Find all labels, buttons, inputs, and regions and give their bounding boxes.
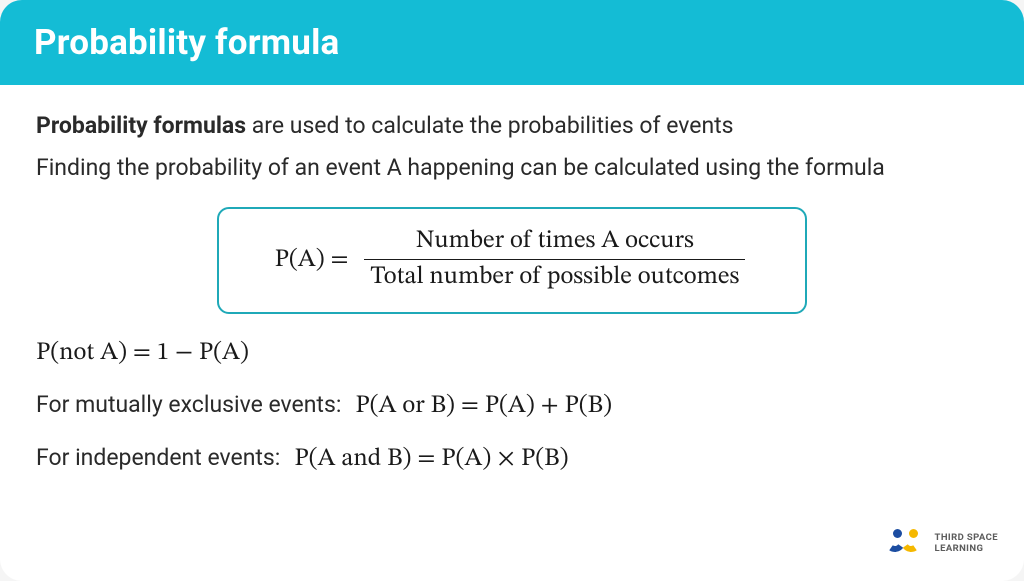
brand-line-2: LEARNING — [935, 544, 998, 555]
independent-label: For independent events: — [36, 441, 280, 475]
mutually-exclusive-label: For mutually exclusive events: — [36, 388, 341, 422]
intro-paragraph-1: Probability formulas are used to calcula… — [36, 109, 988, 143]
formula-lhs: P(A) = — [275, 247, 349, 272]
card-content: Probability formulas are used to calcula… — [0, 85, 1024, 497]
intro-paragraph-2: Finding the probability of an event A ha… — [36, 151, 988, 185]
intro-rest: are used to calculate the probabilities … — [246, 112, 734, 139]
brand-logo: THIRD SPACE LEARNING — [887, 529, 998, 559]
complement-formula: P(not A) = 1 − P(A) — [36, 334, 249, 371]
formula-denominator: Total number of possible outcomes — [364, 259, 745, 292]
intro-bold: Probability formulas — [36, 112, 246, 139]
independent-formula: P(A and B) = P(A) × P(B) — [294, 440, 568, 477]
brand-logo-text: THIRD SPACE LEARNING — [935, 533, 998, 555]
mutually-exclusive-row: For mutually exclusive events: P(A or B)… — [36, 387, 988, 424]
main-formula: P(A) = Number of times A occurs Total nu… — [275, 227, 750, 292]
formula-fraction: Number of times A occurs Total number of… — [364, 227, 745, 292]
card-title: Probability formula — [34, 22, 990, 63]
probability-card: Probability formula Probability formulas… — [0, 0, 1024, 581]
formula-numerator: Number of times A occurs — [410, 227, 700, 259]
main-formula-box: P(A) = Number of times A occurs Total nu… — [217, 207, 807, 314]
brand-logo-icon — [887, 529, 927, 559]
independent-row: For independent events: P(A and B) = P(A… — [36, 440, 988, 477]
complement-row: P(not A) = 1 − P(A) — [36, 334, 988, 371]
card-header: Probability formula — [0, 0, 1024, 85]
mutually-exclusive-formula: P(A or B) = P(A) + P(B) — [355, 387, 612, 424]
